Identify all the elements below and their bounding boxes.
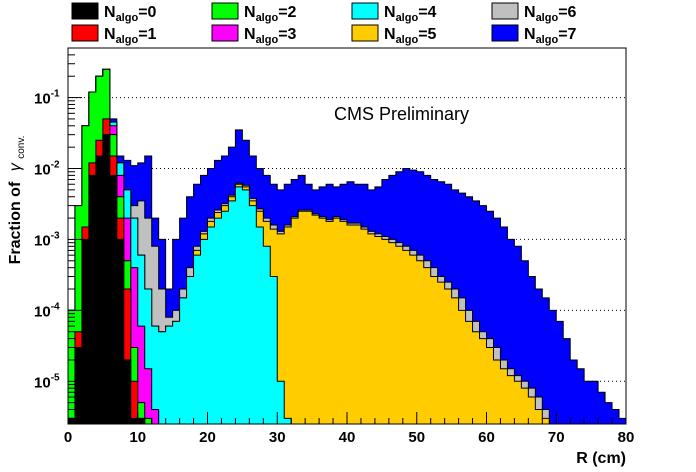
legend-swatch — [491, 2, 519, 20]
x-tick-label: 50 — [408, 429, 425, 446]
y-tick-label: 10-1 — [34, 89, 60, 108]
x-tick-label: 30 — [269, 429, 286, 446]
y-axis: 10-5 10-4 10-3 10-2 10-1 — [34, 47, 82, 419]
x-tick-label: 60 — [478, 429, 495, 446]
legend-entry-label: Nalgo=3 — [244, 26, 297, 46]
y-axis-label-text: Fraction of — [7, 181, 24, 264]
legend-entry-label: Nalgo=1 — [104, 26, 157, 46]
y-tick-label: 10-2 — [34, 160, 60, 179]
series-layer — [67, 68, 627, 425]
x-tick-label: 20 — [199, 429, 216, 446]
y-axis-label-subscript: conv. — [16, 136, 27, 159]
legend-entry-label: Nalgo=4 — [384, 4, 437, 24]
legend-entry-label: Nalgo=5 — [384, 26, 437, 46]
x-tick-label: 70 — [548, 429, 565, 446]
legend-entry-label: Nalgo=0 — [104, 4, 157, 24]
y-tick-label: 10-3 — [34, 230, 60, 249]
legend-entry-label: Nalgo=7 — [524, 26, 577, 46]
y-tick-label: 10-5 — [34, 372, 60, 391]
x-axis: 0 10 20 30 40 50 60 70 80 — [64, 412, 635, 446]
legend-swatch — [71, 2, 99, 20]
svg-text:Fraction of γ conv: Fraction of γ conv. — [7, 136, 27, 265]
legend-swatch — [491, 24, 519, 42]
legend-swatch — [211, 24, 239, 42]
x-tick-label: 40 — [339, 429, 356, 446]
x-axis-label: R (cm) — [576, 450, 626, 467]
x-tick-label: 80 — [618, 429, 635, 446]
legend-swatch — [351, 2, 379, 20]
x-tick-label: 0 — [64, 429, 72, 446]
legend-swatch — [211, 2, 239, 20]
series-area-0 — [67, 134, 146, 425]
legend-entry-label: Nalgo=2 — [244, 4, 297, 24]
legend: Nalgo=0Nalgo=1Nalgo=2Nalgo=3Nalgo=4Nalgo… — [71, 2, 577, 46]
x-tick-label: 10 — [129, 429, 146, 446]
legend-swatch — [351, 24, 379, 42]
y-axis-label-symbol: γ — [7, 162, 24, 171]
y-axis-label: Fraction of γ conv. — [7, 136, 27, 265]
y-tick-label: 10-4 — [34, 301, 60, 320]
legend-swatch — [71, 24, 99, 42]
cms-preliminary-annotation: CMS Preliminary — [334, 104, 469, 124]
legend-entry-label: Nalgo=6 — [524, 4, 577, 24]
